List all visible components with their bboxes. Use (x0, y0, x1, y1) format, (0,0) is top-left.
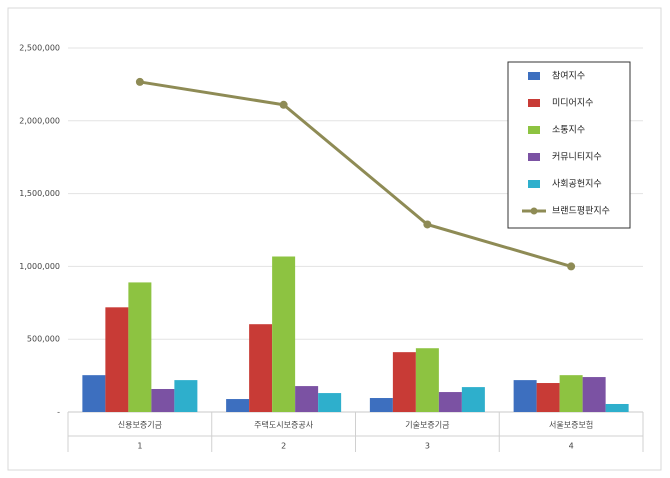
legend-swatch (528, 126, 540, 134)
legend-swatch (528, 180, 540, 188)
bar (605, 403, 629, 412)
x-sub-label: 4 (569, 442, 574, 451)
legend-swatch (530, 207, 538, 215)
line (139, 80, 572, 268)
bar (392, 352, 416, 412)
legend-label: 브랜드평판지수 (552, 206, 610, 217)
legend-label: 사회공헌지수 (552, 179, 602, 190)
legend-swatch (528, 153, 540, 161)
legend-label: 미디어지수 (552, 98, 593, 109)
legend-swatch (528, 72, 540, 80)
x-tick-label: 신용보증기금 (118, 421, 162, 430)
x-sub-label: 3 (425, 442, 430, 451)
bar (438, 392, 462, 412)
y-tick-label: 1,000,000 (19, 262, 60, 271)
x-tick-label: 기술보증기금 (405, 420, 449, 430)
legend-box (507, 61, 631, 229)
bar (536, 383, 560, 412)
y-tick-label: 2,000,000 (19, 116, 60, 125)
bar (415, 348, 439, 412)
bar (151, 388, 175, 412)
line-marker (567, 262, 576, 271)
bar (105, 307, 129, 412)
bar (174, 380, 198, 412)
bar (272, 256, 296, 412)
legend-swatch (528, 99, 540, 107)
legend-label: 참여지수 (552, 70, 585, 82)
y-tick-label: 2,500,000 (19, 44, 60, 53)
bar (249, 324, 273, 412)
bar (559, 375, 583, 412)
y-tick-label: 1,500,000 (19, 189, 60, 198)
line-marker (423, 220, 432, 229)
x-sub-label: 1 (137, 442, 142, 451)
x-tick-label: 서울보증보험 (549, 421, 593, 430)
bar (226, 399, 250, 412)
legend-label: 커뮤니티지수 (552, 152, 602, 163)
bar (513, 380, 537, 412)
line-marker (135, 77, 144, 86)
line-marker (279, 100, 288, 109)
bar (295, 386, 319, 412)
bar (82, 375, 106, 412)
bar (128, 282, 152, 412)
bar (582, 377, 606, 412)
y-tick-label: 500,000 (27, 335, 60, 344)
bar (318, 393, 342, 412)
x-tick-label: 주택도시보증공사 (254, 420, 314, 430)
bar (369, 398, 393, 412)
bar (461, 387, 485, 412)
y-tick-label: - (57, 408, 60, 417)
legend-label: 소통지수 (552, 125, 585, 136)
x-sub-label: 2 (281, 442, 286, 451)
